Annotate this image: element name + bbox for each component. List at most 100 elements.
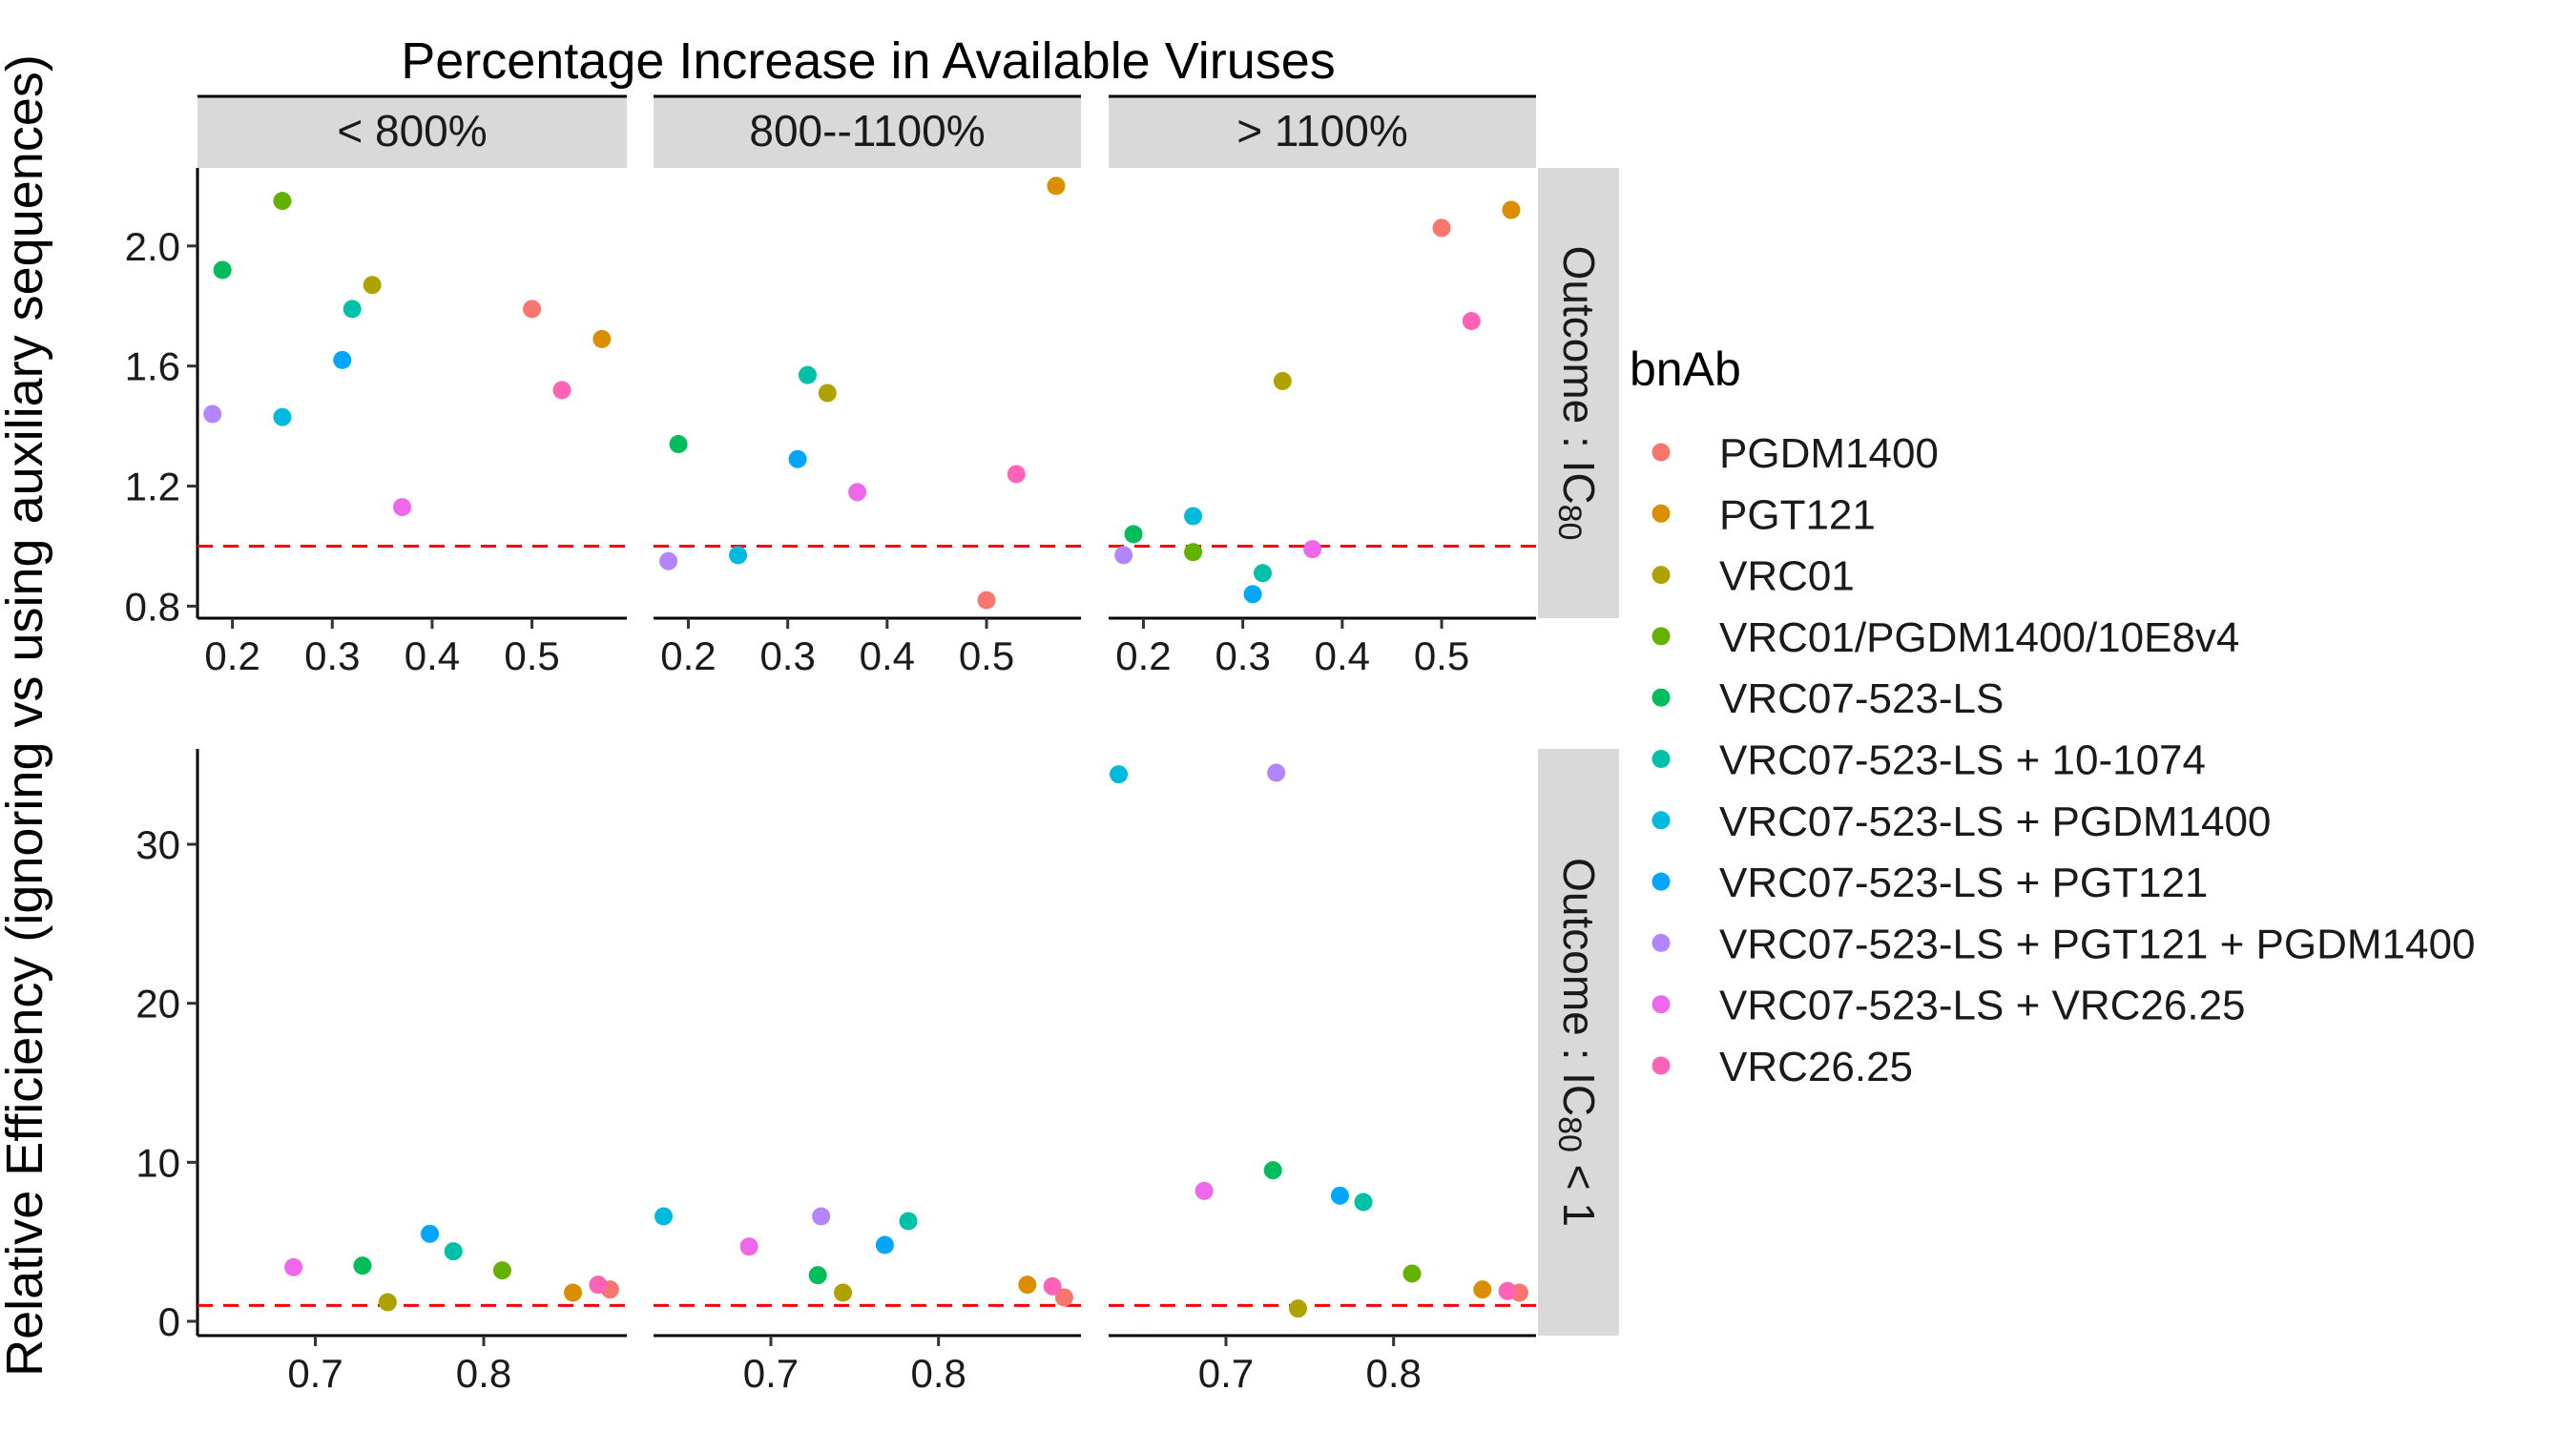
legend-key bbox=[1652, 1056, 1671, 1075]
data-point bbox=[1273, 371, 1292, 390]
x-tick-label: 0.8 bbox=[910, 1351, 966, 1396]
legend-item: VRC07-523-LS + PGDM1400 bbox=[1652, 798, 2271, 845]
y-axis-label: Relative Efficiency (ignoring vs using a… bbox=[0, 54, 53, 1377]
data-point bbox=[1243, 585, 1262, 604]
legend-label: VRC07-523-LS + 10-1074 bbox=[1719, 737, 2206, 784]
facet-panel: 0.7 0.8 bbox=[654, 1207, 1081, 1396]
column-strip: 800--1100% bbox=[654, 94, 1081, 168]
data-point bbox=[343, 300, 362, 319]
data-point bbox=[1502, 200, 1521, 219]
data-point bbox=[1110, 765, 1129, 784]
data-point bbox=[1462, 311, 1481, 330]
x-tick-label: 0.4 bbox=[1315, 633, 1370, 678]
legend-key bbox=[1652, 811, 1671, 830]
legend-key bbox=[1652, 504, 1671, 523]
legend-item: VRC26.25 bbox=[1652, 1044, 1913, 1090]
x-tick-label: 0.5 bbox=[1414, 633, 1469, 678]
legend-key bbox=[1652, 995, 1671, 1014]
legend-label: VRC01 bbox=[1719, 553, 1855, 600]
data-point bbox=[1043, 1276, 1062, 1296]
data-point bbox=[1263, 1161, 1282, 1180]
data-point bbox=[899, 1212, 918, 1231]
data-point bbox=[1184, 507, 1203, 526]
x-tick-label: 0.5 bbox=[504, 633, 559, 678]
data-point bbox=[378, 1293, 397, 1312]
data-point bbox=[1054, 1288, 1073, 1307]
column-strip-bg bbox=[654, 96, 1081, 168]
data-point bbox=[1354, 1192, 1373, 1212]
legend-item: VRC07-523-LS + 10-1074 bbox=[1652, 737, 2206, 784]
data-point bbox=[1018, 1275, 1037, 1295]
data-point bbox=[1007, 465, 1026, 484]
legend-label: VRC07-523-LS bbox=[1719, 675, 2004, 722]
legend-item: VRC01 bbox=[1652, 553, 1855, 600]
x-tick-label: 0.3 bbox=[1215, 633, 1270, 678]
x-tick-label: 0.8 bbox=[456, 1351, 511, 1396]
row-strip: Outcome : IC80 bbox=[1538, 168, 1619, 618]
y-tick-label: 20 bbox=[135, 982, 180, 1027]
data-point bbox=[798, 365, 817, 384]
x-tick-label: 0.4 bbox=[860, 633, 915, 678]
data-point bbox=[1195, 1181, 1214, 1200]
data-point bbox=[848, 483, 867, 502]
data-point bbox=[1184, 543, 1203, 562]
row-strip-bg bbox=[1538, 168, 1619, 618]
y-tick-label: 1.2 bbox=[125, 465, 180, 509]
y-tick-label: 2.0 bbox=[125, 224, 180, 269]
legend-key bbox=[1652, 933, 1671, 952]
x-tick-label: 0.3 bbox=[304, 633, 360, 678]
legend: bnAb PGDM1400 PGT121 VRC01 VRC01/PGDM1400/10… bbox=[1630, 342, 2475, 1090]
data-point bbox=[273, 407, 292, 426]
facet-panel: 0.2 0.3 0.4 0.5 bbox=[1109, 200, 1536, 678]
data-point bbox=[729, 546, 748, 565]
x-tick-label: 0.7 bbox=[743, 1351, 799, 1396]
x-tick-label: 0.2 bbox=[204, 633, 260, 678]
x-tick-label: 0.4 bbox=[405, 633, 460, 678]
data-point bbox=[592, 329, 612, 348]
data-point bbox=[808, 1266, 827, 1285]
data-point bbox=[1330, 1186, 1349, 1205]
legend-label: VRC01/PGDM1400/10E8v4 bbox=[1719, 614, 2239, 661]
data-point bbox=[812, 1207, 831, 1226]
data-point bbox=[818, 384, 837, 403]
row-strip-label: Outcome : IC80 bbox=[1551, 246, 1604, 541]
x-tick-label: 0.7 bbox=[1198, 1351, 1254, 1396]
y-tick-label: 1.6 bbox=[125, 344, 180, 389]
data-point bbox=[1498, 1281, 1517, 1300]
data-point bbox=[203, 404, 222, 424]
legend-item: PGDM1400 bbox=[1652, 430, 1939, 477]
column-strip-bg bbox=[1109, 96, 1536, 168]
legend-key bbox=[1652, 872, 1671, 891]
data-point bbox=[659, 551, 678, 570]
row-strip: Outcome : IC80 < 1 bbox=[1538, 749, 1619, 1336]
data-point bbox=[564, 1283, 583, 1302]
y-tick-label: 30 bbox=[135, 822, 180, 867]
legend-key bbox=[1652, 688, 1671, 707]
data-point bbox=[284, 1257, 303, 1276]
data-point bbox=[977, 591, 996, 610]
data-point bbox=[739, 1237, 758, 1256]
data-point bbox=[393, 498, 412, 517]
data-point bbox=[654, 1207, 674, 1226]
chart-title: Percentage Increase in Available Viruses bbox=[401, 32, 1336, 90]
y-tick-label: 0 bbox=[158, 1299, 180, 1344]
facet-panel: 0.7 0.8 0 10 20 30 bbox=[135, 749, 627, 1396]
legend-key bbox=[1652, 627, 1671, 646]
facet-panels: < 800% 800--1100% > 1100% Outcome : IC80 Out… bbox=[125, 94, 1619, 1396]
legend-item: VRC07-523-LS + PGT121 + PGDM1400 bbox=[1652, 921, 2475, 967]
legend-label: VRC07-523-LS + PGT121 bbox=[1719, 860, 2208, 906]
data-point bbox=[552, 381, 571, 400]
x-tick-label: 0.7 bbox=[287, 1351, 343, 1396]
data-point bbox=[834, 1283, 853, 1302]
legend-key bbox=[1652, 750, 1671, 768]
data-point bbox=[589, 1275, 608, 1295]
y-tick-label: 0.8 bbox=[125, 584, 180, 629]
data-point bbox=[1114, 546, 1133, 565]
legend-item: VRC07-523-LS + PGT121 bbox=[1652, 860, 2208, 906]
data-point bbox=[1303, 540, 1322, 559]
column-strip-label: < 800% bbox=[337, 106, 487, 156]
data-point bbox=[788, 449, 807, 468]
data-point bbox=[421, 1224, 440, 1243]
legend-item: VRC07-523-LS bbox=[1652, 675, 2004, 722]
data-point bbox=[669, 434, 688, 453]
